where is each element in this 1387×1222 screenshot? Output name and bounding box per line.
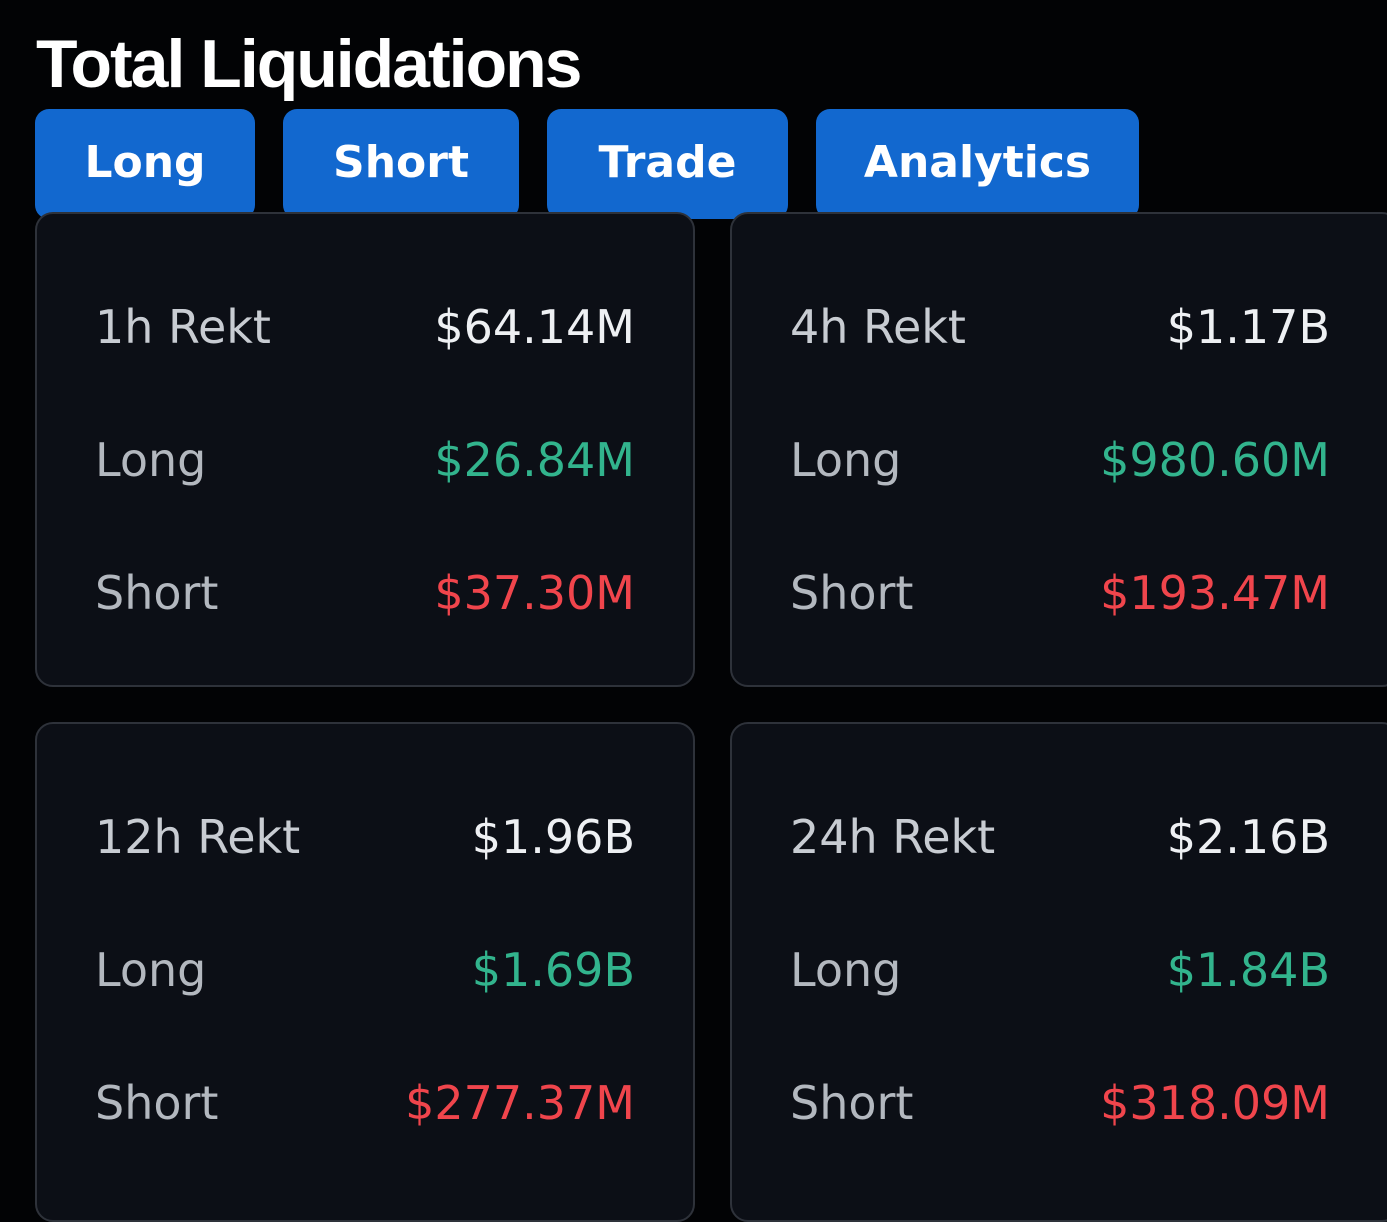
short-row: Short $193.47M: [790, 563, 1330, 623]
long-value: $1.69B: [471, 943, 635, 997]
liquidation-card-1h: 1h Rekt $64.14M Long $26.84M Short $37.3…: [35, 212, 695, 687]
short-row: Short $318.09M: [790, 1073, 1330, 1133]
rekt-total-row: 1h Rekt $64.14M: [95, 297, 635, 357]
short-value: $318.09M: [1100, 1076, 1330, 1130]
long-value: $980.60M: [1100, 433, 1330, 487]
total-value: $64.14M: [434, 300, 635, 354]
total-value: $1.17B: [1166, 300, 1330, 354]
period-label: 12h Rekt: [95, 810, 301, 864]
long-row: Long $1.69B: [95, 940, 635, 1000]
total-value: $1.96B: [471, 810, 635, 864]
tab-trade[interactable]: Trade: [547, 109, 788, 219]
long-label: Long: [790, 433, 902, 487]
page-title: Total Liquidations: [36, 26, 582, 102]
short-value: $277.37M: [405, 1076, 635, 1130]
liquidation-card-12h: 12h Rekt $1.96B Long $1.69B Short $277.3…: [35, 722, 695, 1222]
long-row: Long $1.84B: [790, 940, 1330, 1000]
short-value: $193.47M: [1100, 566, 1330, 620]
long-label: Long: [95, 433, 207, 487]
liquidation-card-24h: 24h Rekt $2.16B Long $1.84B Short $318.0…: [730, 722, 1387, 1222]
long-label: Long: [95, 943, 207, 997]
long-row: Long $980.60M: [790, 430, 1330, 490]
long-label: Long: [790, 943, 902, 997]
rekt-total-row: 12h Rekt $1.96B: [95, 807, 635, 867]
tab-analytics[interactable]: Analytics: [816, 109, 1139, 219]
period-label: 1h Rekt: [95, 300, 271, 354]
short-label: Short: [790, 1076, 914, 1130]
short-value: $37.30M: [434, 566, 635, 620]
rekt-total-row: 4h Rekt $1.17B: [790, 297, 1330, 357]
rekt-total-row: 24h Rekt $2.16B: [790, 807, 1330, 867]
short-label: Short: [790, 566, 914, 620]
short-row: Short $37.30M: [95, 563, 635, 623]
period-label: 4h Rekt: [790, 300, 966, 354]
long-value: $26.84M: [434, 433, 635, 487]
tab-short[interactable]: Short: [283, 109, 519, 219]
long-value: $1.84B: [1166, 943, 1330, 997]
long-row: Long $26.84M: [95, 430, 635, 490]
liquidation-card-4h: 4h Rekt $1.17B Long $980.60M Short $193.…: [730, 212, 1387, 687]
tab-long[interactable]: Long: [35, 109, 255, 219]
period-label: 24h Rekt: [790, 810, 996, 864]
short-row: Short $277.37M: [95, 1073, 635, 1133]
short-label: Short: [95, 566, 219, 620]
total-value: $2.16B: [1166, 810, 1330, 864]
short-label: Short: [95, 1076, 219, 1130]
